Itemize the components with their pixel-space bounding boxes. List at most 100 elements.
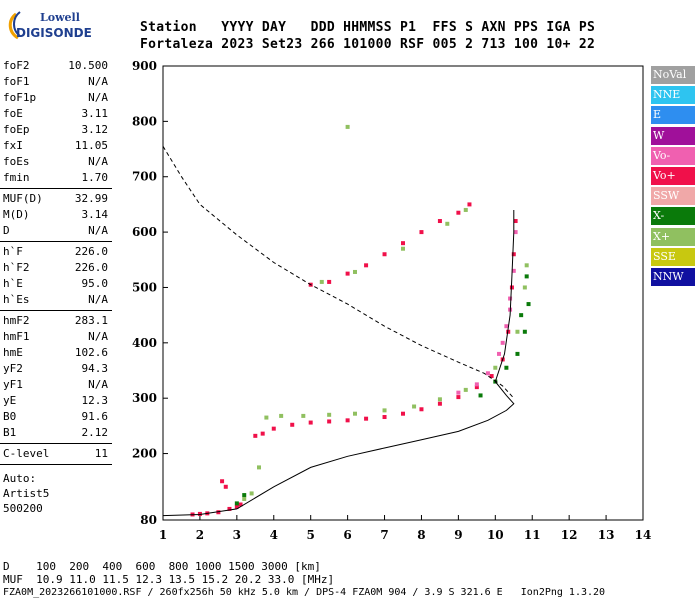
param-row: B0 91.6 (0, 409, 112, 425)
param-name: foF1p (3, 91, 37, 104)
param-value: 32.99 (74, 192, 108, 205)
echo-point (467, 202, 472, 207)
x-tick-label: 2 (196, 528, 204, 542)
param-name: yE (3, 394, 17, 407)
echo-point (260, 431, 265, 436)
x-tick-label: 10 (487, 528, 504, 542)
param-value: N/A (88, 224, 108, 237)
param-name: foF1 (3, 75, 30, 88)
params-group-1: foF2 10.500 foF1 N/A foF1p N/A foE 3.11 foEp 3.12… (0, 58, 112, 186)
param-name: foF2 (3, 59, 30, 72)
echo-point (345, 418, 350, 423)
echo-point (456, 395, 461, 400)
param-name: M(D) (3, 208, 30, 221)
param-value: N/A (88, 293, 108, 306)
header-line2: Fortaleza 2023 Set23 266 101000 RSF 005 … (140, 37, 596, 52)
echo-point (522, 329, 527, 334)
param-name: C-level (3, 447, 50, 460)
param-name: foE (3, 107, 23, 120)
auto-program: Artist5 (3, 487, 50, 500)
param-name: hmF2 (3, 314, 30, 327)
echo-point (506, 329, 511, 334)
echo-point (253, 433, 258, 438)
param-name: yF1 (3, 378, 23, 391)
echo-point (500, 340, 505, 345)
echo-point (511, 252, 516, 257)
echo-point (526, 302, 531, 307)
echo-point (474, 385, 479, 390)
echo-point (493, 365, 498, 370)
param-row: yE 12.3 (0, 393, 112, 409)
echo-point (216, 510, 221, 515)
legend-item: NoVal (651, 66, 695, 84)
echo-point (463, 207, 468, 212)
echo-point (327, 412, 332, 417)
param-value: 3.12 (81, 123, 109, 136)
param-value: N/A (88, 91, 108, 104)
param-value: 11.05 (74, 139, 108, 152)
plot-frame (162, 65, 644, 521)
echo-point (485, 371, 490, 376)
echo-point (524, 274, 529, 279)
echo-point (522, 285, 527, 290)
footer-file-line: FZA0M_2023266101000.RSF / 260fx256h 50 k… (3, 587, 606, 598)
param-row: M(D) 3.14 (0, 207, 112, 223)
param-value: 12.3 (81, 394, 109, 407)
y-tick-label: 800 (132, 114, 157, 128)
param-name: foEp (3, 123, 30, 136)
echo-point (301, 413, 306, 418)
param-value: 226.0 (74, 261, 108, 274)
auto-label: Auto: (3, 472, 37, 485)
x-tick-label: 5 (307, 528, 315, 542)
footer-muf-line: MUF 10.9 11.0 11.5 12.3 13.5 15.2 20.2 3… (3, 573, 335, 586)
echo-point (456, 210, 461, 215)
x-tick-label: 11 (524, 528, 541, 542)
echo-point (419, 407, 424, 412)
echo-point (242, 496, 247, 501)
param-value: N/A (88, 75, 108, 88)
echo-point (382, 252, 387, 257)
echo-point (382, 415, 387, 420)
echo-point (524, 263, 529, 268)
param-name: B0 (3, 410, 17, 423)
param-row: B1 2.12 (0, 425, 112, 441)
echo-point (474, 382, 479, 387)
param-row: hmE 102.6 (0, 345, 112, 361)
echo-point (511, 268, 516, 273)
param-name: D (3, 224, 10, 237)
legend-item: Vo- (651, 146, 695, 165)
echo-point (353, 411, 357, 416)
echo-point (242, 493, 247, 498)
echo-point (489, 374, 494, 379)
legend-item: X+ (651, 227, 695, 246)
param-row: foF1 N/A (0, 74, 112, 90)
echo-point (419, 230, 424, 235)
echo-point (319, 279, 324, 284)
legend-item: SSW (651, 187, 695, 206)
x-tick-label: 9 (454, 528, 462, 542)
divider (0, 188, 112, 189)
param-name: foEs (3, 155, 30, 168)
param-name: h`F (3, 245, 23, 258)
param-value: 95.0 (81, 277, 109, 290)
param-value: N/A (88, 330, 108, 343)
profile-solid-line (162, 210, 515, 517)
x-tick-label: 7 (380, 528, 388, 542)
divider (0, 464, 112, 465)
x-tick-label: 12 (561, 528, 578, 542)
param-row: hmF1 N/A (0, 329, 112, 345)
divider (0, 443, 112, 444)
param-value: 1.70 (81, 171, 109, 184)
echo-point (515, 329, 520, 334)
y-tick-label: 900 (132, 59, 157, 73)
param-row: h`Es N/A (0, 292, 112, 308)
echo-point (345, 271, 350, 276)
param-name: B1 (3, 426, 17, 439)
echo-point (364, 263, 369, 268)
x-tick-label: 1 (159, 528, 167, 542)
echo-point (519, 313, 524, 318)
autoscale-info: Auto: Artist5 500200 (0, 471, 112, 516)
echo-point (327, 419, 332, 424)
legend-item: NNW (651, 267, 695, 286)
echo-point (279, 413, 284, 418)
